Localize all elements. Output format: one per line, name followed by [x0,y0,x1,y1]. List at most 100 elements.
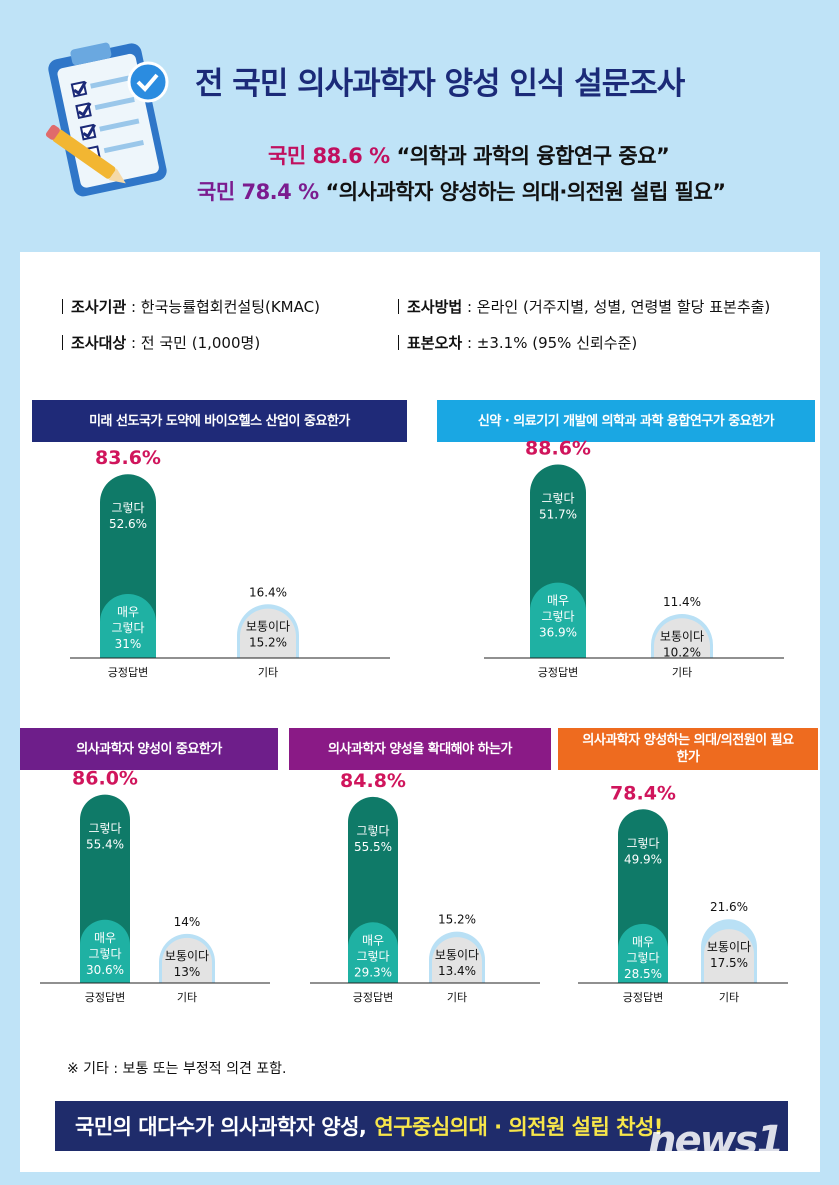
info-method-label: 조사방법 [407,298,463,316]
chart-5-svg: 78.4%21.6%그렇다49.9%매우그렇다28.5%보통이다17.5%긍정답… [578,782,788,1004]
chart-1: 83.6% 16.4% 그렇다 52.6% 매우 그렇다 31% 보통이다 15.2% 긍정답변 기… [70,447,400,710]
info-error-value: : ±3.1% (95% 신뢰수준) [462,334,638,352]
category-label-other: 기타 [258,666,278,679]
total-label-positive: 86.0% [72,768,138,790]
segment-label-neutral-value: 15.2% [249,636,287,650]
footer-text-a: 국민의 대다수가 의사과학자 양성, [75,1115,367,1139]
info-org-value: : 한국능률협회컨설팅(KMAC) [126,298,320,316]
chart-3: 86.0% 14% 그렇다 55.4% 매우 그렇다 30.6% 보통이다 13% 긍정답변 기타 [40,768,280,1035]
total-label-positive: 83.6% [95,447,161,469]
bar-segment-neutral [240,608,296,658]
category-label-other: 기타 [672,666,692,679]
segment-label-very-name-1: 매우 [632,935,654,949]
chart-5: 78.4% 21.6% 그렇다 49.9% 매우 그렇다 28.5% 보통이다 17.5% 긍정답… [578,782,798,1035]
bar-segment-yes [348,796,398,952]
segment-label-yes-name: 그렇다 [356,823,389,838]
segment-label-yes-value: 51.7% [539,508,577,522]
chart-5-banner: 의사과학자 양성하는 의대/의전원이 필요한가 [558,728,818,770]
headline-2-quote: “의사과학자 양성하는 의대·의전원 설립 필요” [325,180,726,204]
clipboard-checklist-icon [45,42,169,197]
chart-4: 84.8% 15.2% 그렇다 55.5% 매우 그렇다 29.3% 보통이다 13.4% 긍정답… [310,770,550,1035]
category-label-other: 기타 [719,991,739,1004]
bar-segment-yes [530,464,586,615]
info-org: 조사기관 : 한국능률협회컨설팅(KMAC) [62,296,320,317]
segment-label-very-value: 30.6% [86,963,124,977]
chart-4-svg: 84.8%15.2%그렇다55.5%매우그렇다29.3%보통이다13.4%긍정답… [310,770,540,1004]
bar-segment-neutral [432,937,482,983]
bar-segment-very [348,922,398,983]
segment-label-very-value: 28.5% [624,967,662,981]
segment-label-very-value: 36.9% [539,626,577,640]
bar-segment-very [100,594,156,658]
total-label-other: 21.6% [710,900,748,914]
bar-segment-very [530,582,586,658]
segment-label-very-name-1: 매우 [362,933,384,947]
segment-label-neutral-value: 17.5% [710,956,748,970]
segment-label-yes-name: 그렇다 [626,835,659,850]
category-label-positive: 긍정답변 [108,666,148,679]
total-label-other: 16.4% [249,585,287,599]
info-method: 조사방법 : 온라인 (거주지별, 성별, 연령별 할당 표본추출) [398,296,770,317]
segment-label-yes-value: 55.5% [354,840,392,854]
segment-label-yes-name: 그렇다 [541,491,574,506]
segment-label-yes-value: 49.9% [624,852,662,866]
chart-1-banner: 미래 선도국가 도약에 바이오헬스 산업이 중요한가 [32,400,407,442]
category-label-positive: 긍정답변 [623,991,663,1004]
category-label-other: 기타 [177,991,197,1004]
segment-label-yes-name: 그렇다 [111,500,144,515]
segment-label-very-name-2: 그렇다 [111,620,144,635]
segment-label-very-name-1: 매우 [117,605,139,619]
bar-segment-neutral [162,937,212,983]
info-error-label: 표본오차 [407,334,463,352]
segment-label-very-name-2: 그렇다 [88,946,121,961]
total-label-other: 11.4% [663,595,701,609]
headline-1-pct: 국민 88.6 % [268,144,390,168]
segment-label-neutral-name: 보통이다 [660,629,704,643]
chart-2-banner: 신약 · 의료기기 개발에 의학과 과학 융합연구가 중요한가 [437,400,815,442]
chart-4-banner: 의사과학자 양성을 확대해야 하는가 [289,728,551,770]
segment-label-neutral-name: 보통이다 [435,948,479,962]
segment-label-very-name-1: 매우 [94,931,116,945]
segment-label-neutral-name: 보통이다 [707,940,751,954]
page-title: 전 국민 의사과학자 양성 인식 설문조사 [195,66,685,102]
total-label-positive: 88.6% [525,438,591,460]
headline-1: 국민 88.6 % “의학과 과학의 융합연구 중요” [268,140,670,170]
bar-segment-very [618,923,668,983]
segment-label-very-name-2: 그렇다 [541,609,574,624]
bar-segment-neutral [654,618,710,658]
segment-label-very-value: 29.3% [354,965,392,979]
segment-label-neutral-value: 10.2% [663,645,701,659]
info-target-label: 조사대상 [71,334,127,352]
bar-segment-yes [100,474,156,627]
headline-2-pct: 국민 78.4 % [197,180,319,204]
segment-label-neutral-value: 13.4% [438,964,476,978]
headline-2: 국민 78.4 % “의사과학자 양성하는 의대·의전원 설립 필요” [197,176,726,206]
segment-label-neutral-value: 13% [174,965,201,979]
segment-label-yes-name: 그렇다 [88,821,121,836]
bar-segment-yes [80,794,130,949]
segment-label-very-name-2: 그렇다 [626,950,659,965]
total-label-positive: 84.8% [340,770,406,792]
chart-2: 88.6% 11.4% 그렇다 51.7% 매우 그렇다 36.9% 보통이다 10.2% 긍정답… [484,438,794,710]
info-error: 표본오차 : ±3.1% (95% 신뢰수준) [398,332,637,353]
bar-segment-yes [618,809,668,953]
chart-3-banner: 의사과학자 양성이 중요한가 [20,728,278,770]
header: 전 국민 의사과학자 양성 인식 설문조사 국민 88.6 % “의학과 과학의… [0,0,839,250]
info-method-value: : 온라인 (거주지별, 성별, 연령별 할당 표본추출) [462,298,771,316]
segment-label-very-name-1: 매우 [547,594,569,608]
watermark-logo: news1 [648,1118,784,1164]
bar-segment-neutral [704,929,754,983]
total-label-other: 15.2% [438,913,476,927]
info-target: 조사대상 : 전 국민 (1,000명) [62,332,260,353]
category-label-other: 기타 [447,991,467,1004]
segment-label-yes-value: 55.4% [86,838,124,852]
category-label-positive: 긍정답변 [353,991,393,1004]
info-target-value: : 전 국민 (1,000명) [126,334,261,352]
total-label-positive: 78.4% [610,782,676,804]
info-org-label: 조사기관 [71,298,127,316]
bar-segment-very [80,919,130,983]
segment-label-neutral-name: 보통이다 [165,949,209,963]
